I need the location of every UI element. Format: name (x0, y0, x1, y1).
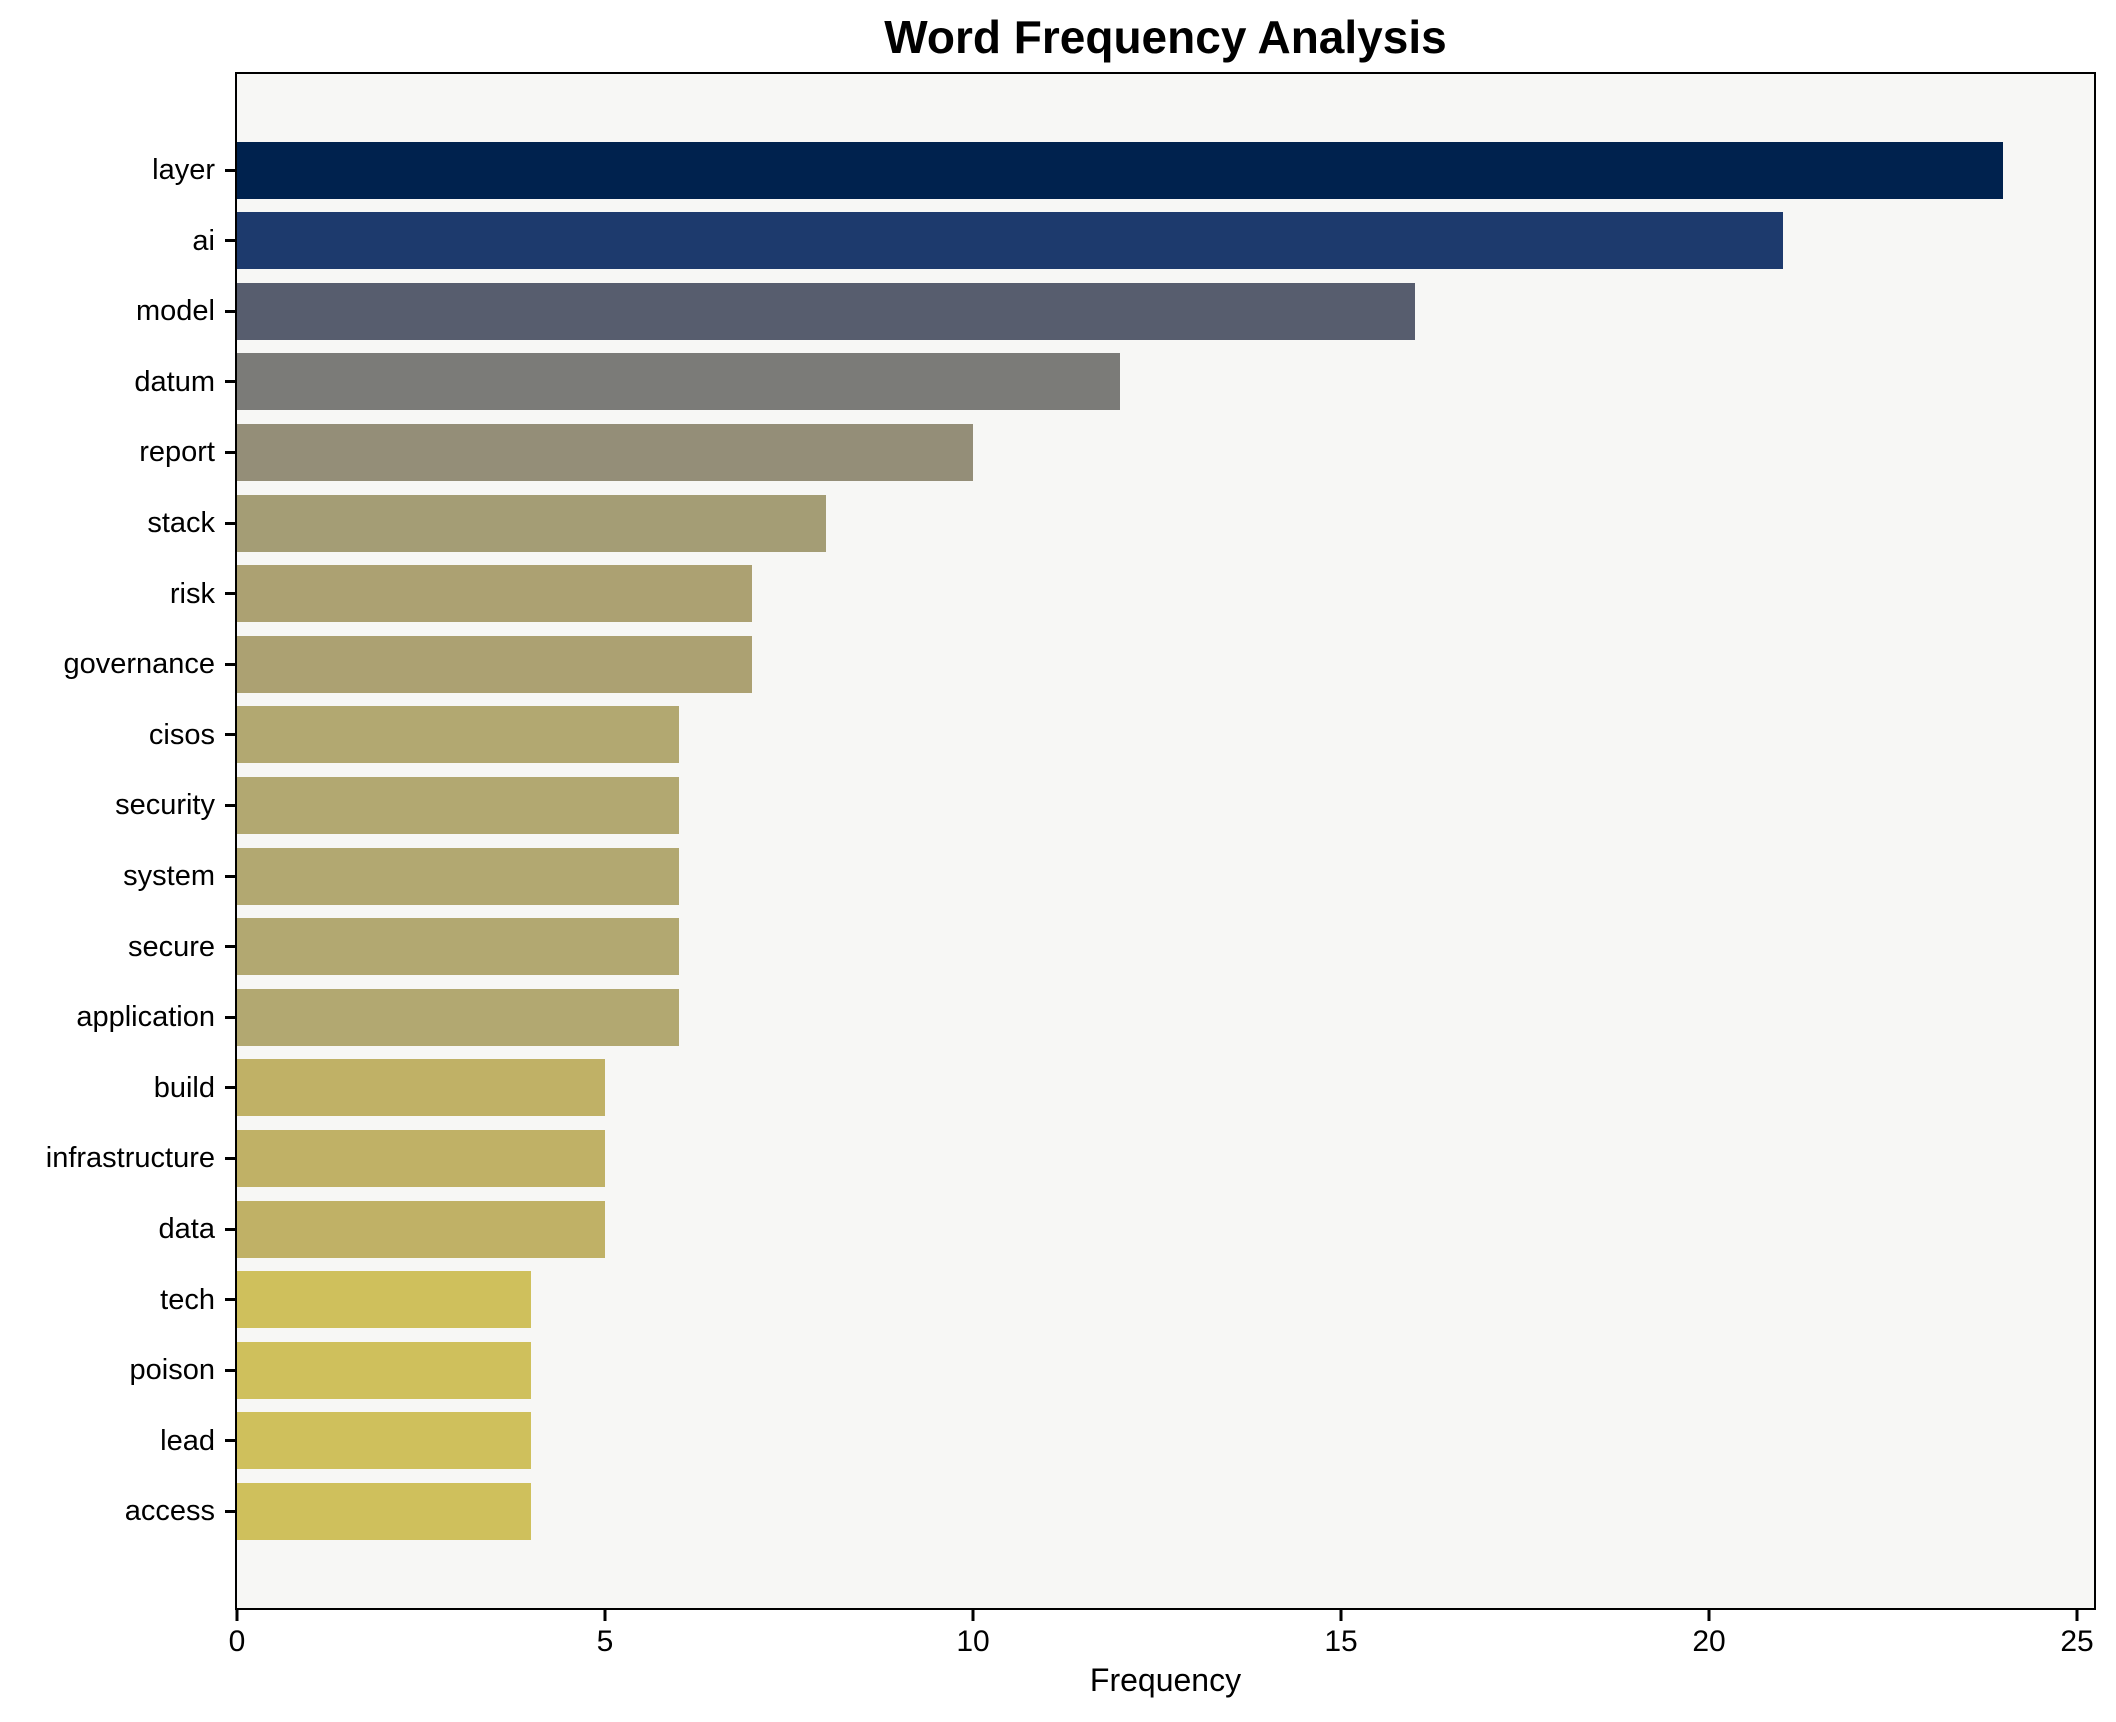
y-tick-label-risk: risk (169, 577, 215, 610)
x-tick-label-10: 10 (956, 1625, 990, 1658)
bar-layer (237, 141, 2004, 199)
bar-system (237, 847, 679, 905)
y-tick-label-build: build (153, 1071, 215, 1104)
x-tick-mark (2075, 1608, 2079, 1621)
bar-stack (237, 494, 826, 552)
x-tick-label-5: 5 (596, 1625, 614, 1658)
y-tick-label-secure: secure (127, 930, 215, 963)
y-tick-label-application: application (76, 1001, 215, 1034)
bar-access (237, 1482, 532, 1540)
y-tick-label-layer: layer (152, 154, 215, 186)
y-tick-mark (225, 1439, 237, 1443)
y-tick-mark (225, 1015, 237, 1019)
x-tick-mark (235, 1608, 239, 1621)
bar-tech (237, 1271, 532, 1329)
bar-build (237, 1059, 605, 1117)
y-tick-mark (225, 733, 237, 737)
y-tick-mark (225, 380, 237, 384)
bar-cisos (237, 706, 679, 764)
x-tick-label-25: 25 (2060, 1625, 2094, 1658)
y-tick-label-security: security (115, 789, 215, 822)
x-tick-label-20: 20 (1692, 1625, 1726, 1658)
bar-application (237, 988, 679, 1046)
y-tick-mark (225, 239, 237, 243)
y-tick-mark (225, 592, 237, 596)
y-tick-label-report: report (139, 436, 215, 469)
y-tick-mark (225, 1368, 237, 1372)
bar-risk (237, 565, 753, 623)
y-tick-label-access: access (124, 1495, 215, 1528)
y-tick-mark (225, 874, 237, 878)
bar-lead (237, 1412, 532, 1470)
x-axis-label: Frequency (1089, 1662, 1242, 1698)
bar-model (237, 282, 1415, 340)
y-tick-mark (225, 1509, 237, 1513)
bar-infrastructure (237, 1129, 605, 1187)
y-tick-mark (225, 803, 237, 807)
bar-ai (237, 212, 1783, 270)
y-tick-label-lead: lead (160, 1424, 215, 1457)
y-tick-label-stack: stack (147, 507, 215, 539)
bar-governance (237, 635, 753, 693)
bar-security (237, 776, 679, 834)
y-tick-label-data: data (158, 1213, 215, 1245)
x-tick-label-15: 15 (1324, 1625, 1358, 1658)
bar-datum (237, 353, 1121, 411)
plot-area: Word Frequency Analysis layer ai model datu… (46, 11, 2096, 1698)
bar-data (237, 1200, 605, 1258)
y-tick-label-datum: datum (134, 365, 215, 398)
y-tick-label-tech: tech (160, 1283, 215, 1316)
bar-poison (237, 1341, 532, 1399)
y-tick-mark (225, 1298, 237, 1302)
y-tick-label-model: model (136, 295, 215, 328)
y-tick-label-governance: governance (63, 648, 215, 681)
y-tick-mark (225, 450, 237, 454)
x-tick-mark (971, 1608, 975, 1621)
x-tick-mark (1707, 1608, 1711, 1621)
x-tick-mark (1339, 1608, 1343, 1621)
y-tick-mark (225, 521, 237, 525)
y-tick-label-cisos: cisos (148, 718, 215, 751)
x-tick-label-0: 0 (228, 1625, 246, 1658)
y-tick-label-ai: ai (192, 224, 215, 257)
y-tick-mark (225, 1156, 237, 1160)
y-tick-mark (225, 168, 237, 172)
y-tick-mark (225, 945, 237, 949)
y-tick-mark (225, 1086, 237, 1090)
x-tick-mark (603, 1608, 607, 1621)
bar-report (237, 423, 974, 481)
y-tick-label-infrastructure: infrastructure (45, 1142, 215, 1175)
y-tick-label-system: system (123, 860, 215, 892)
y-tick-mark (225, 309, 237, 313)
y-tick-label-poison: poison (129, 1354, 215, 1387)
y-tick-mark (225, 662, 237, 666)
chart-title: Word Frequency Analysis (884, 11, 1447, 63)
y-tick-mark (225, 1227, 237, 1231)
bar-secure (237, 918, 679, 976)
